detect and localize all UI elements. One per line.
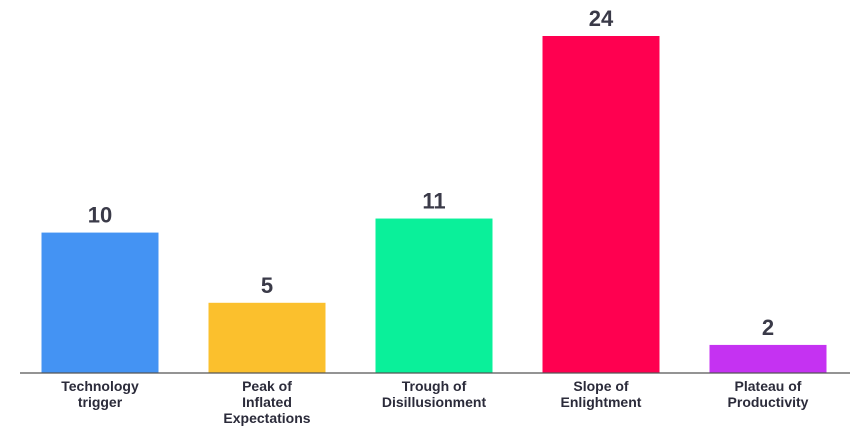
value-labels-group: 10 5 11 24 2 (88, 6, 774, 340)
category-label-line: Inflated (242, 394, 292, 410)
bars-group (41, 36, 827, 373)
category-label-1: Peak of Inflated Expectations (223, 378, 310, 426)
bar-1 (208, 302, 326, 373)
category-label-line: Productivity (728, 394, 809, 410)
category-label-line: Peak of (242, 378, 292, 394)
value-label-4: 2 (762, 315, 774, 340)
value-label-2: 11 (422, 189, 445, 214)
bar-2 (375, 218, 493, 373)
category-label-line: trigger (78, 394, 123, 410)
value-label-0: 10 (88, 203, 112, 228)
value-label-3: 24 (589, 6, 614, 31)
category-labels-group: Technology trigger Peak of Inflated Expectat… (61, 378, 808, 426)
category-label-2: Trough of Disillusionment (382, 378, 487, 410)
category-label-0: Technology trigger (61, 378, 139, 410)
category-label-line: Plateau of (735, 378, 802, 394)
bar-3 (542, 36, 660, 373)
category-label-line: Enlightment (561, 394, 642, 410)
bar-4 (709, 344, 827, 373)
category-label-4: Plateau of Productivity (728, 378, 809, 410)
bar-0 (41, 232, 159, 373)
category-label-line: Technology (61, 378, 139, 394)
category-label-line: Expectations (223, 410, 310, 426)
category-label-3: Slope of Enlightment (561, 378, 642, 410)
value-label-1: 5 (261, 273, 273, 298)
category-label-line: Slope of (573, 378, 629, 394)
category-label-line: Disillusionment (382, 394, 487, 410)
category-label-line: Trough of (402, 378, 467, 394)
